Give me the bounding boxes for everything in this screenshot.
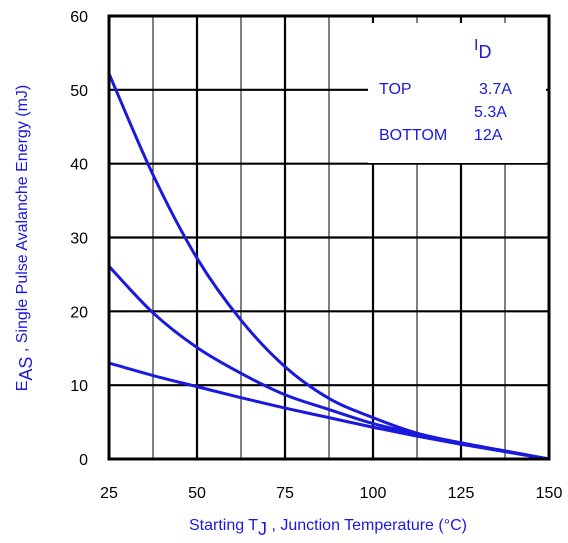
legend-header: ID [474, 37, 491, 62]
x-tick-label: 100 [360, 485, 387, 502]
x-tick-label: 75 [276, 485, 294, 502]
legend-row-3-current: 12A [474, 127, 503, 144]
legend-row-2-current: 5.3A [474, 104, 507, 121]
y-tick-label: 60 [70, 9, 88, 26]
y-tick-label: 0 [79, 452, 88, 469]
legend: ID TOP 3.7A 5.3A BOTTOM 12A [379, 37, 512, 144]
x-axis-title-sub: J [258, 519, 267, 539]
legend-row-1-current: 3.7A [479, 81, 512, 98]
y-tick-label: 40 [70, 157, 88, 174]
legend-header-main: I [474, 37, 478, 54]
legend-row-3-position: BOTTOM [379, 127, 447, 144]
x-axis-title-main: Starting T [189, 517, 258, 534]
x-tick-label: 25 [100, 485, 118, 502]
y-tick-label: 30 [70, 231, 88, 248]
x-tick-label: 50 [188, 485, 206, 502]
legend-row-1-position: TOP [379, 81, 412, 98]
y-tick-label: 20 [70, 304, 88, 321]
y-axis-title-rest: , Single Pulse Avalanche Energy (mJ) [14, 85, 31, 357]
y-axis-title-main: E [14, 381, 31, 392]
x-tick-label: 150 [536, 485, 563, 502]
legend-header-sub: D [478, 42, 491, 62]
x-tick-label: 125 [448, 485, 475, 502]
legend-box [368, 23, 546, 163]
plot-frame [107, 14, 551, 461]
series-line-3 [107, 361, 551, 461]
y-axis-title-sub: AS [16, 357, 36, 381]
y-tick-labels: 0 10 20 30 40 50 60 [70, 9, 88, 469]
x-axis-title: Starting TJ , Junction Temperature (°C) [189, 517, 467, 539]
y-tick-label: 50 [70, 83, 88, 100]
y-tick-label: 10 [70, 378, 88, 395]
series-lines [107, 72, 551, 461]
y-axis-title: EAS , Single Pulse Avalanche Energy (mJ) [14, 85, 36, 392]
x-axis-title-rest: , Junction Temperature (°C) [267, 517, 467, 534]
x-tick-labels: 25 50 75 100 125 150 [100, 485, 562, 502]
